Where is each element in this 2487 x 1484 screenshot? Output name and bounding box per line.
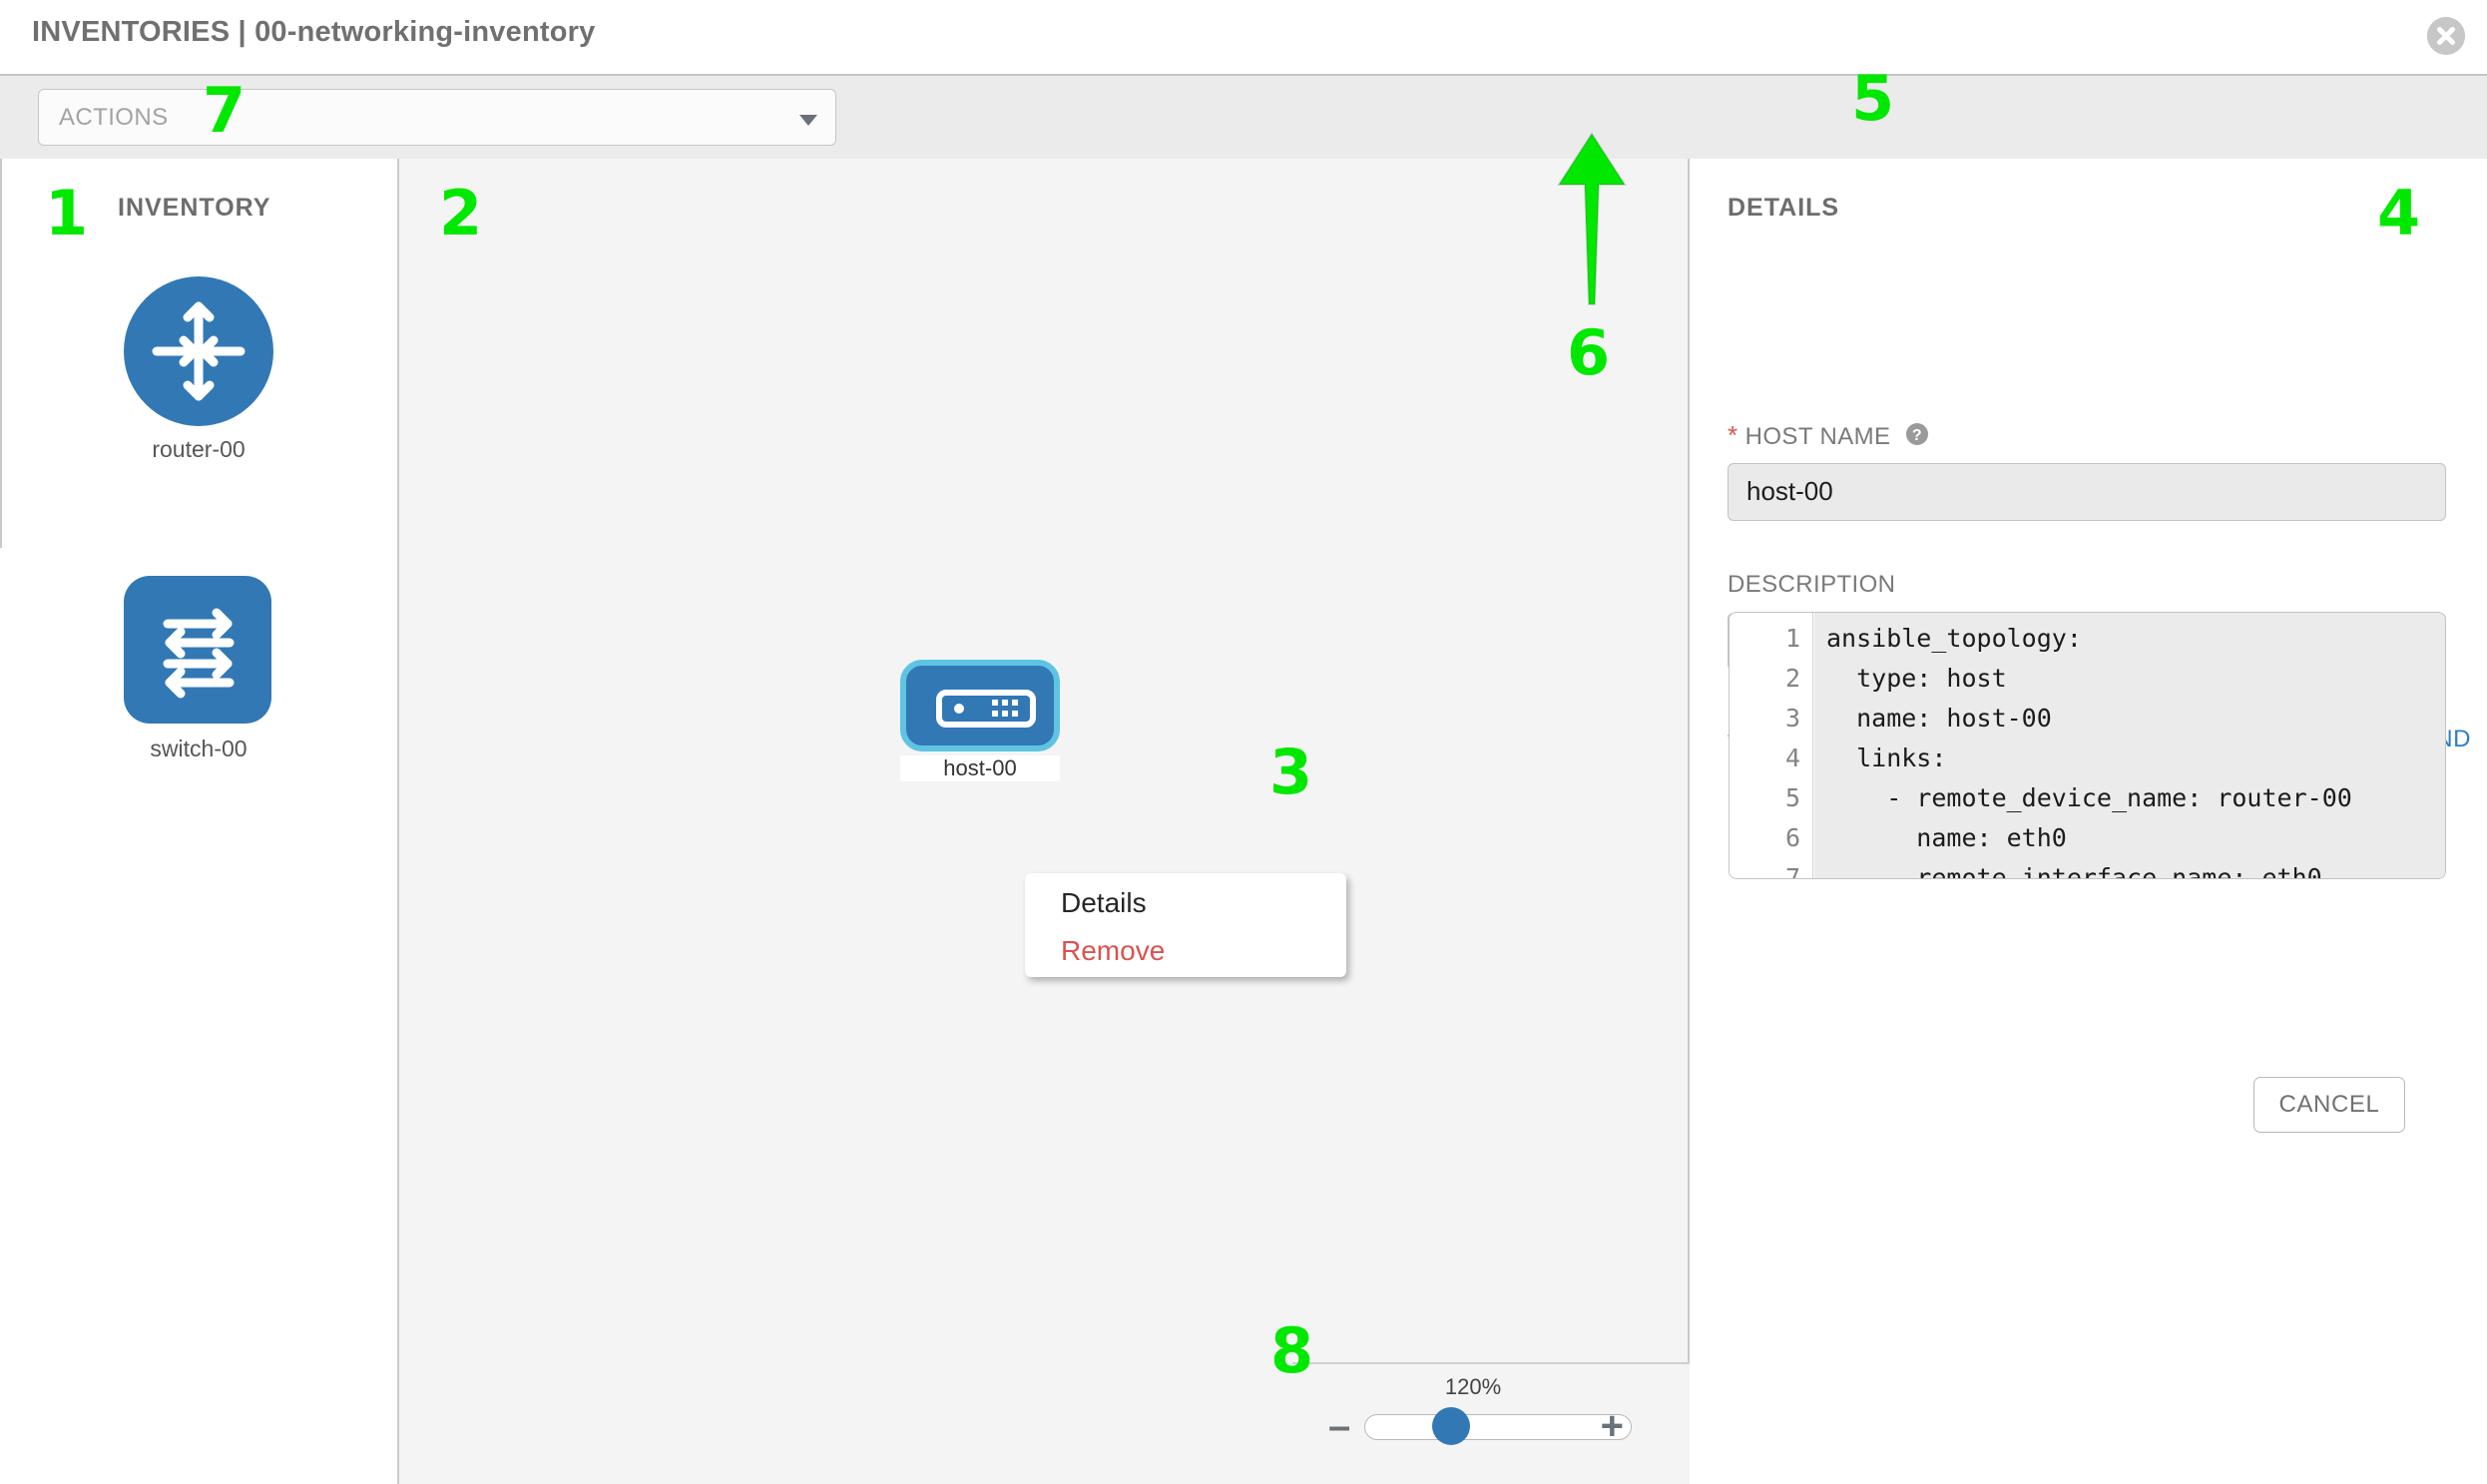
editor-code-line: name: host-00: [1826, 704, 2052, 733]
inventory-panel: INVENTORY router-00: [0, 159, 397, 1484]
editor-line-number: 5: [1784, 783, 1800, 812]
inventory-item-router[interactable]: router-00: [0, 276, 397, 463]
router-icon: [124, 276, 273, 426]
chevron-down-icon: [799, 115, 817, 126]
zoom-slider-track[interactable]: [1364, 1414, 1632, 1440]
host-name-label-text: HOST NAME: [1744, 423, 1891, 450]
toolbar: ACTIONS SEARCH: [0, 74, 2487, 221]
variables-code-editor[interactable]: 1 2 3 4 5 6 7 ansible_topology: type: host nam…: [1729, 612, 2446, 879]
inventory-item-switch[interactable]: switch-00: [0, 576, 397, 762]
details-title: DETAILS: [1728, 194, 1840, 222]
editor-code-line: ansible_topology:: [1826, 624, 2082, 653]
switch-icon: [124, 576, 273, 726]
editor-line-number: 1: [1784, 624, 1800, 653]
editor-code-line: - remote_device_name: router-00: [1826, 783, 2352, 812]
description-label: DESCRIPTION: [1728, 571, 1896, 598]
zoom-level-label: 120%: [1444, 1374, 1502, 1399]
context-menu-item-details[interactable]: Details: [1061, 887, 1147, 918]
editor-code-line: links:: [1826, 743, 1947, 772]
canvas-node-host[interactable]: host-00: [900, 660, 1060, 781]
help-circle-icon[interactable]: ?: [1905, 422, 1929, 453]
editor-line-number: 2: [1784, 664, 1800, 693]
editor-line-number: 7: [1784, 863, 1800, 879]
host-name-label: * HOST NAME ?: [1728, 420, 1929, 453]
host-name-value: host-00: [1746, 476, 1833, 506]
zoom-out-button[interactable]: –: [1328, 1404, 1351, 1448]
window-header: INVENTORIES | 00-networking-inventory: [0, 0, 2487, 74]
inventory-item-label: switch-00: [150, 736, 248, 761]
zoom-slider-thumb[interactable]: [1432, 1407, 1470, 1445]
editor-line-number: 6: [1784, 823, 1800, 852]
close-icon[interactable]: [2427, 17, 2465, 55]
node-context-menu[interactable]: Details Remove: [1025, 873, 1346, 977]
zoom-in-button[interactable]: +: [1600, 1404, 1624, 1448]
editor-line-number: 3: [1784, 704, 1800, 733]
editor-code-line: type: host: [1826, 664, 2007, 693]
editor-line-number: 4: [1784, 743, 1800, 772]
required-asterisk: *: [1728, 420, 1739, 450]
editor-line-number-gutter: 1 2 3 4 5 6 7: [1730, 613, 1813, 878]
actions-dropdown[interactable]: ACTIONS: [38, 89, 836, 146]
zoom-control: 120% – +: [1292, 1364, 1654, 1484]
svg-text:?: ?: [1911, 427, 1921, 444]
canvas-node-label: host-00: [900, 755, 1060, 781]
panel-divider: [0, 159, 2, 548]
editor-code-area[interactable]: ansible_topology: type: host name: host-…: [1814, 613, 2445, 878]
topology-canvas[interactable]: host-00: [397, 159, 1690, 1484]
editor-code-line: name: eth0: [1826, 823, 2067, 852]
host-name-input[interactable]: host-00: [1728, 463, 2446, 521]
editor-code-line: remote_interface_name: eth0: [1826, 863, 2322, 879]
page-title: INVENTORIES | 00-networking-inventory: [32, 16, 596, 48]
context-menu-item-remove[interactable]: Remove: [1061, 935, 1166, 966]
actions-dropdown-label: ACTIONS: [59, 104, 169, 131]
inventory-title: INVENTORY: [118, 194, 271, 222]
server-icon: [900, 660, 1060, 751]
cancel-button[interactable]: CANCEL: [2253, 1077, 2405, 1133]
inventory-item-label: router-00: [152, 436, 246, 462]
